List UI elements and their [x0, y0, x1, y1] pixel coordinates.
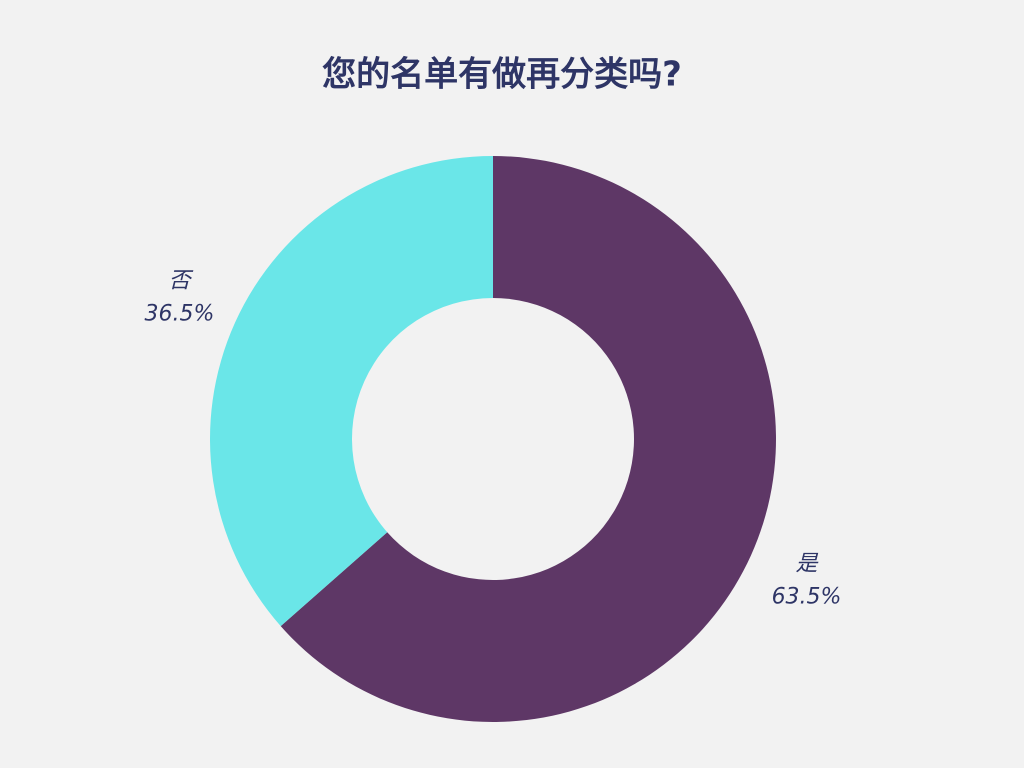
donut-segment — [280, 156, 777, 722]
chart-title: 您的名单有做再分类吗? — [322, 55, 682, 95]
category-label: 否 — [168, 268, 193, 293]
value-label: 63.5% — [772, 585, 842, 610]
value-label: 36.5% — [145, 301, 215, 326]
donut-segment — [210, 156, 494, 627]
category-label: 是 — [796, 552, 819, 577]
